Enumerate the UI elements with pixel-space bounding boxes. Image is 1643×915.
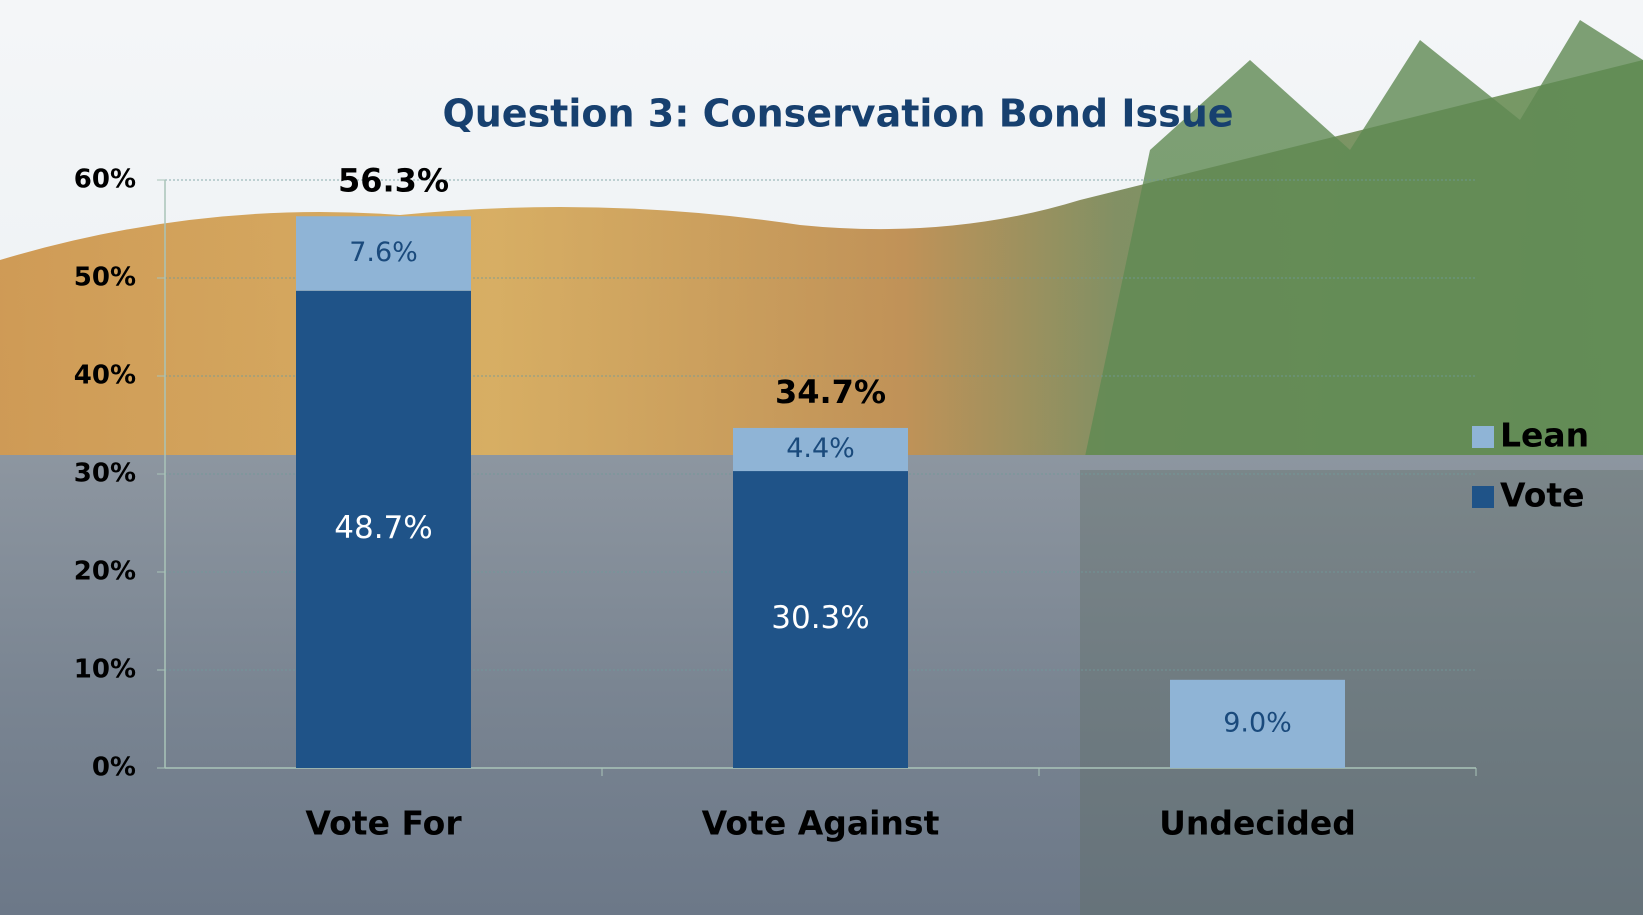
y-tick-label: 0%: [92, 753, 136, 783]
value-label: 48.7%: [334, 510, 432, 546]
legend-swatch: [1472, 426, 1494, 448]
bar-segment: [733, 427, 908, 472]
legend-label: Vote: [1500, 476, 1585, 515]
y-tick-label: 10%: [74, 655, 136, 685]
chart-title: Question 3: Conservation Bond Issue: [442, 92, 1233, 136]
legend-swatch: [1472, 486, 1494, 508]
bar-segment: [296, 290, 471, 768]
y-tick-label: 50%: [74, 263, 136, 293]
y-tick-label: 20%: [74, 557, 136, 587]
legend-label: Lean: [1500, 416, 1589, 455]
value-label: 30.3%: [771, 600, 869, 636]
total-label: 56.3%: [338, 161, 449, 199]
y-tick-label: 30%: [74, 459, 136, 489]
x-tick-label: Undecided: [1159, 804, 1356, 843]
bar-segment: [733, 471, 908, 768]
x-tick-label: Vote Against: [702, 804, 940, 843]
bar-segment: [296, 216, 471, 291]
y-tick-label: 40%: [74, 361, 136, 391]
y-tick-label: 60%: [74, 165, 136, 195]
value-label: 9.0%: [1223, 707, 1292, 738]
value-label: 4.4%: [786, 433, 855, 464]
value-label: 7.6%: [349, 237, 418, 268]
x-tick-label: Vote For: [305, 804, 462, 843]
bar-segment: [1170, 679, 1345, 768]
total-label: 34.7%: [775, 373, 886, 411]
